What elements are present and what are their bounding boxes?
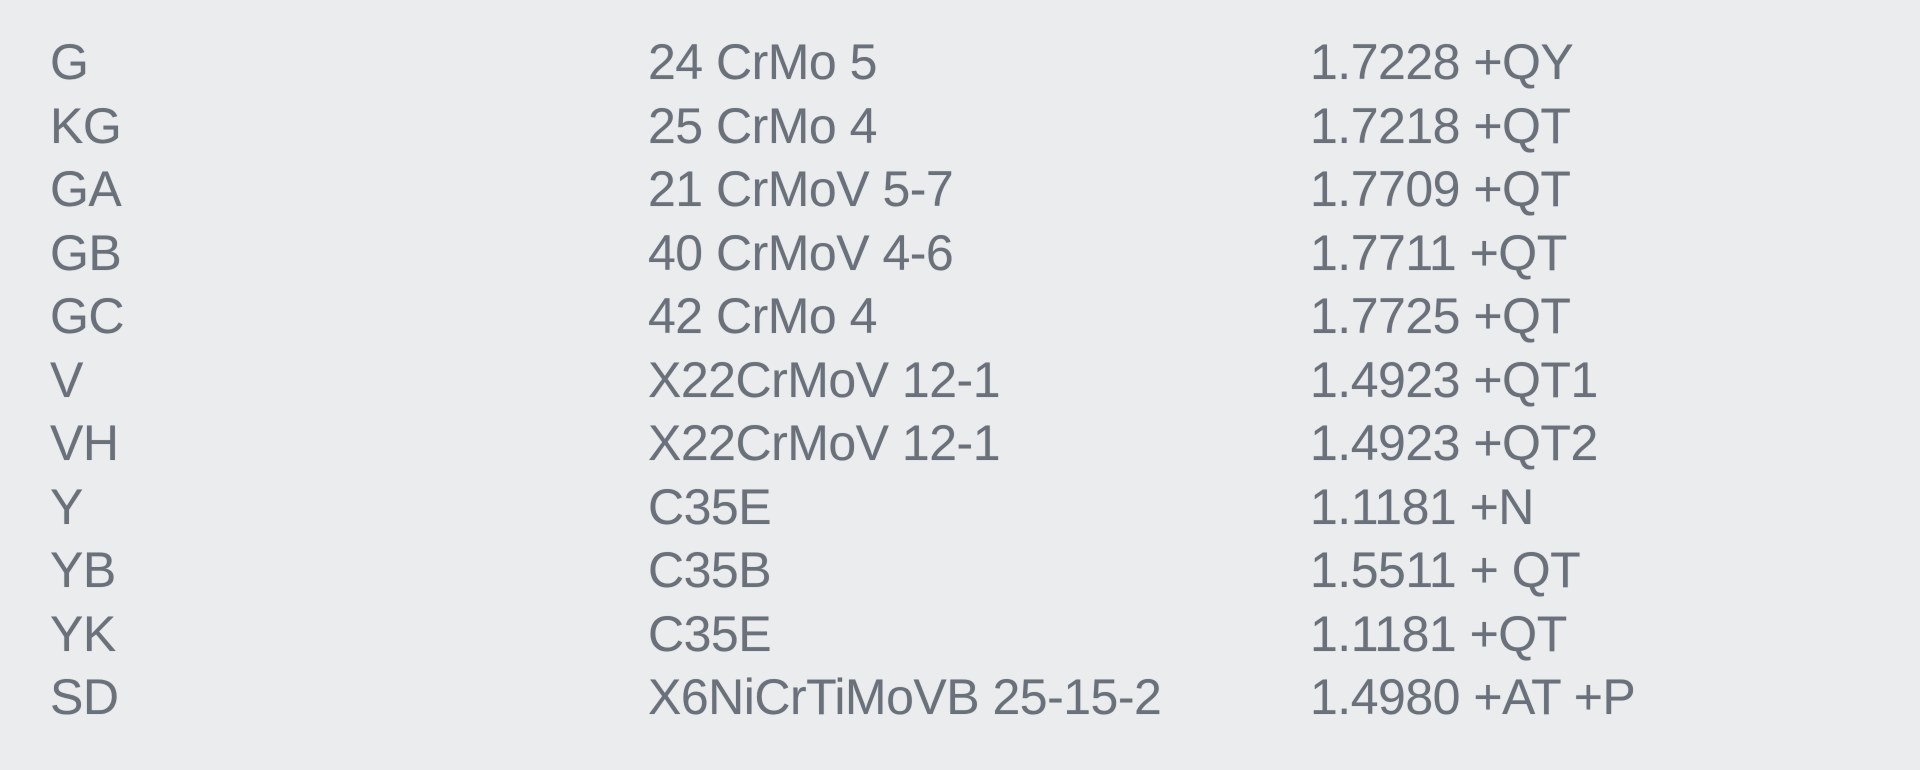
material-number: 1.4980 +AT +P xyxy=(1310,669,1636,725)
type-code: GB xyxy=(50,224,122,281)
type-code: GC xyxy=(50,288,125,344)
steel-grade: 21 CrMoV 5-7 xyxy=(648,161,954,217)
steel-grade: X6NiCrTiMoVB 25-15-2 xyxy=(648,669,1162,725)
table-row: Y C35E 1.1181 +N xyxy=(50,476,1920,540)
table-row: VH X22CrMoV 12-1 1.4923 +QT2 xyxy=(50,412,1920,476)
material-number: 1.7218 +QT xyxy=(1310,97,1571,154)
steel-grade: 40 CrMoV 4-6 xyxy=(648,224,954,281)
steel-grade: 24 CrMo 5 xyxy=(648,34,877,90)
table-row: GB 40 CrMoV 4-6 1.7711 +QT xyxy=(50,222,1920,286)
type-code: Y xyxy=(50,478,83,535)
table-row: KG 25 CrMo 4 1.7218 +QT xyxy=(50,95,1920,159)
type-code: KG xyxy=(50,97,122,154)
material-number: 1.7709 +QT xyxy=(1310,161,1571,217)
table-row: GA 21 CrMoV 5-7 1.7709 +QT xyxy=(50,158,1920,222)
material-number: 1.1181 +QT xyxy=(1310,605,1567,662)
table-row: YB C35B 1.5511 + QT xyxy=(50,539,1920,603)
type-code: G xyxy=(50,34,89,90)
type-code: VH xyxy=(50,415,119,471)
type-code: YB xyxy=(50,542,116,598)
table-row: GC 42 CrMo 4 1.7725 +QT xyxy=(50,285,1920,349)
type-code: YK xyxy=(50,605,116,662)
material-number: 1.1181 +N xyxy=(1310,478,1534,535)
steel-grade: X22CrMoV 12-1 xyxy=(648,415,1001,471)
type-code: V xyxy=(50,351,83,408)
material-number: 1.7711 +QT xyxy=(1310,224,1567,281)
steel-grade: 42 CrMo 4 xyxy=(648,288,877,344)
steel-grade: X22CrMoV 12-1 xyxy=(648,351,1001,408)
material-number: 1.7228 +QY xyxy=(1310,34,1574,90)
material-number: 1.7725 +QT xyxy=(1310,288,1571,344)
steel-grade: 25 CrMo 4 xyxy=(648,97,877,154)
type-code: SD xyxy=(50,669,119,725)
table-row: V X22CrMoV 12-1 1.4923 +QT1 xyxy=(50,349,1920,413)
material-number: 1.4923 +QT2 xyxy=(1310,415,1598,471)
table-row: G 24 CrMo 5 1.7228 +QY xyxy=(50,31,1920,95)
steel-grade: C35B xyxy=(648,542,772,598)
steel-grade: C35E xyxy=(648,605,772,662)
steel-grades-table: G 24 CrMo 5 1.7228 +QY KG 25 CrMo 4 1.72… xyxy=(50,31,1920,730)
table-row: YK C35E 1.1181 +QT xyxy=(50,603,1920,667)
material-number: 1.4923 +QT1 xyxy=(1310,351,1598,408)
table-row: SD X6NiCrTiMoVB 25-15-2 1.4980 +AT +P xyxy=(50,666,1920,730)
material-number: 1.5511 + QT xyxy=(1310,542,1581,598)
steel-grade: C35E xyxy=(648,478,772,535)
type-code: GA xyxy=(50,161,122,217)
